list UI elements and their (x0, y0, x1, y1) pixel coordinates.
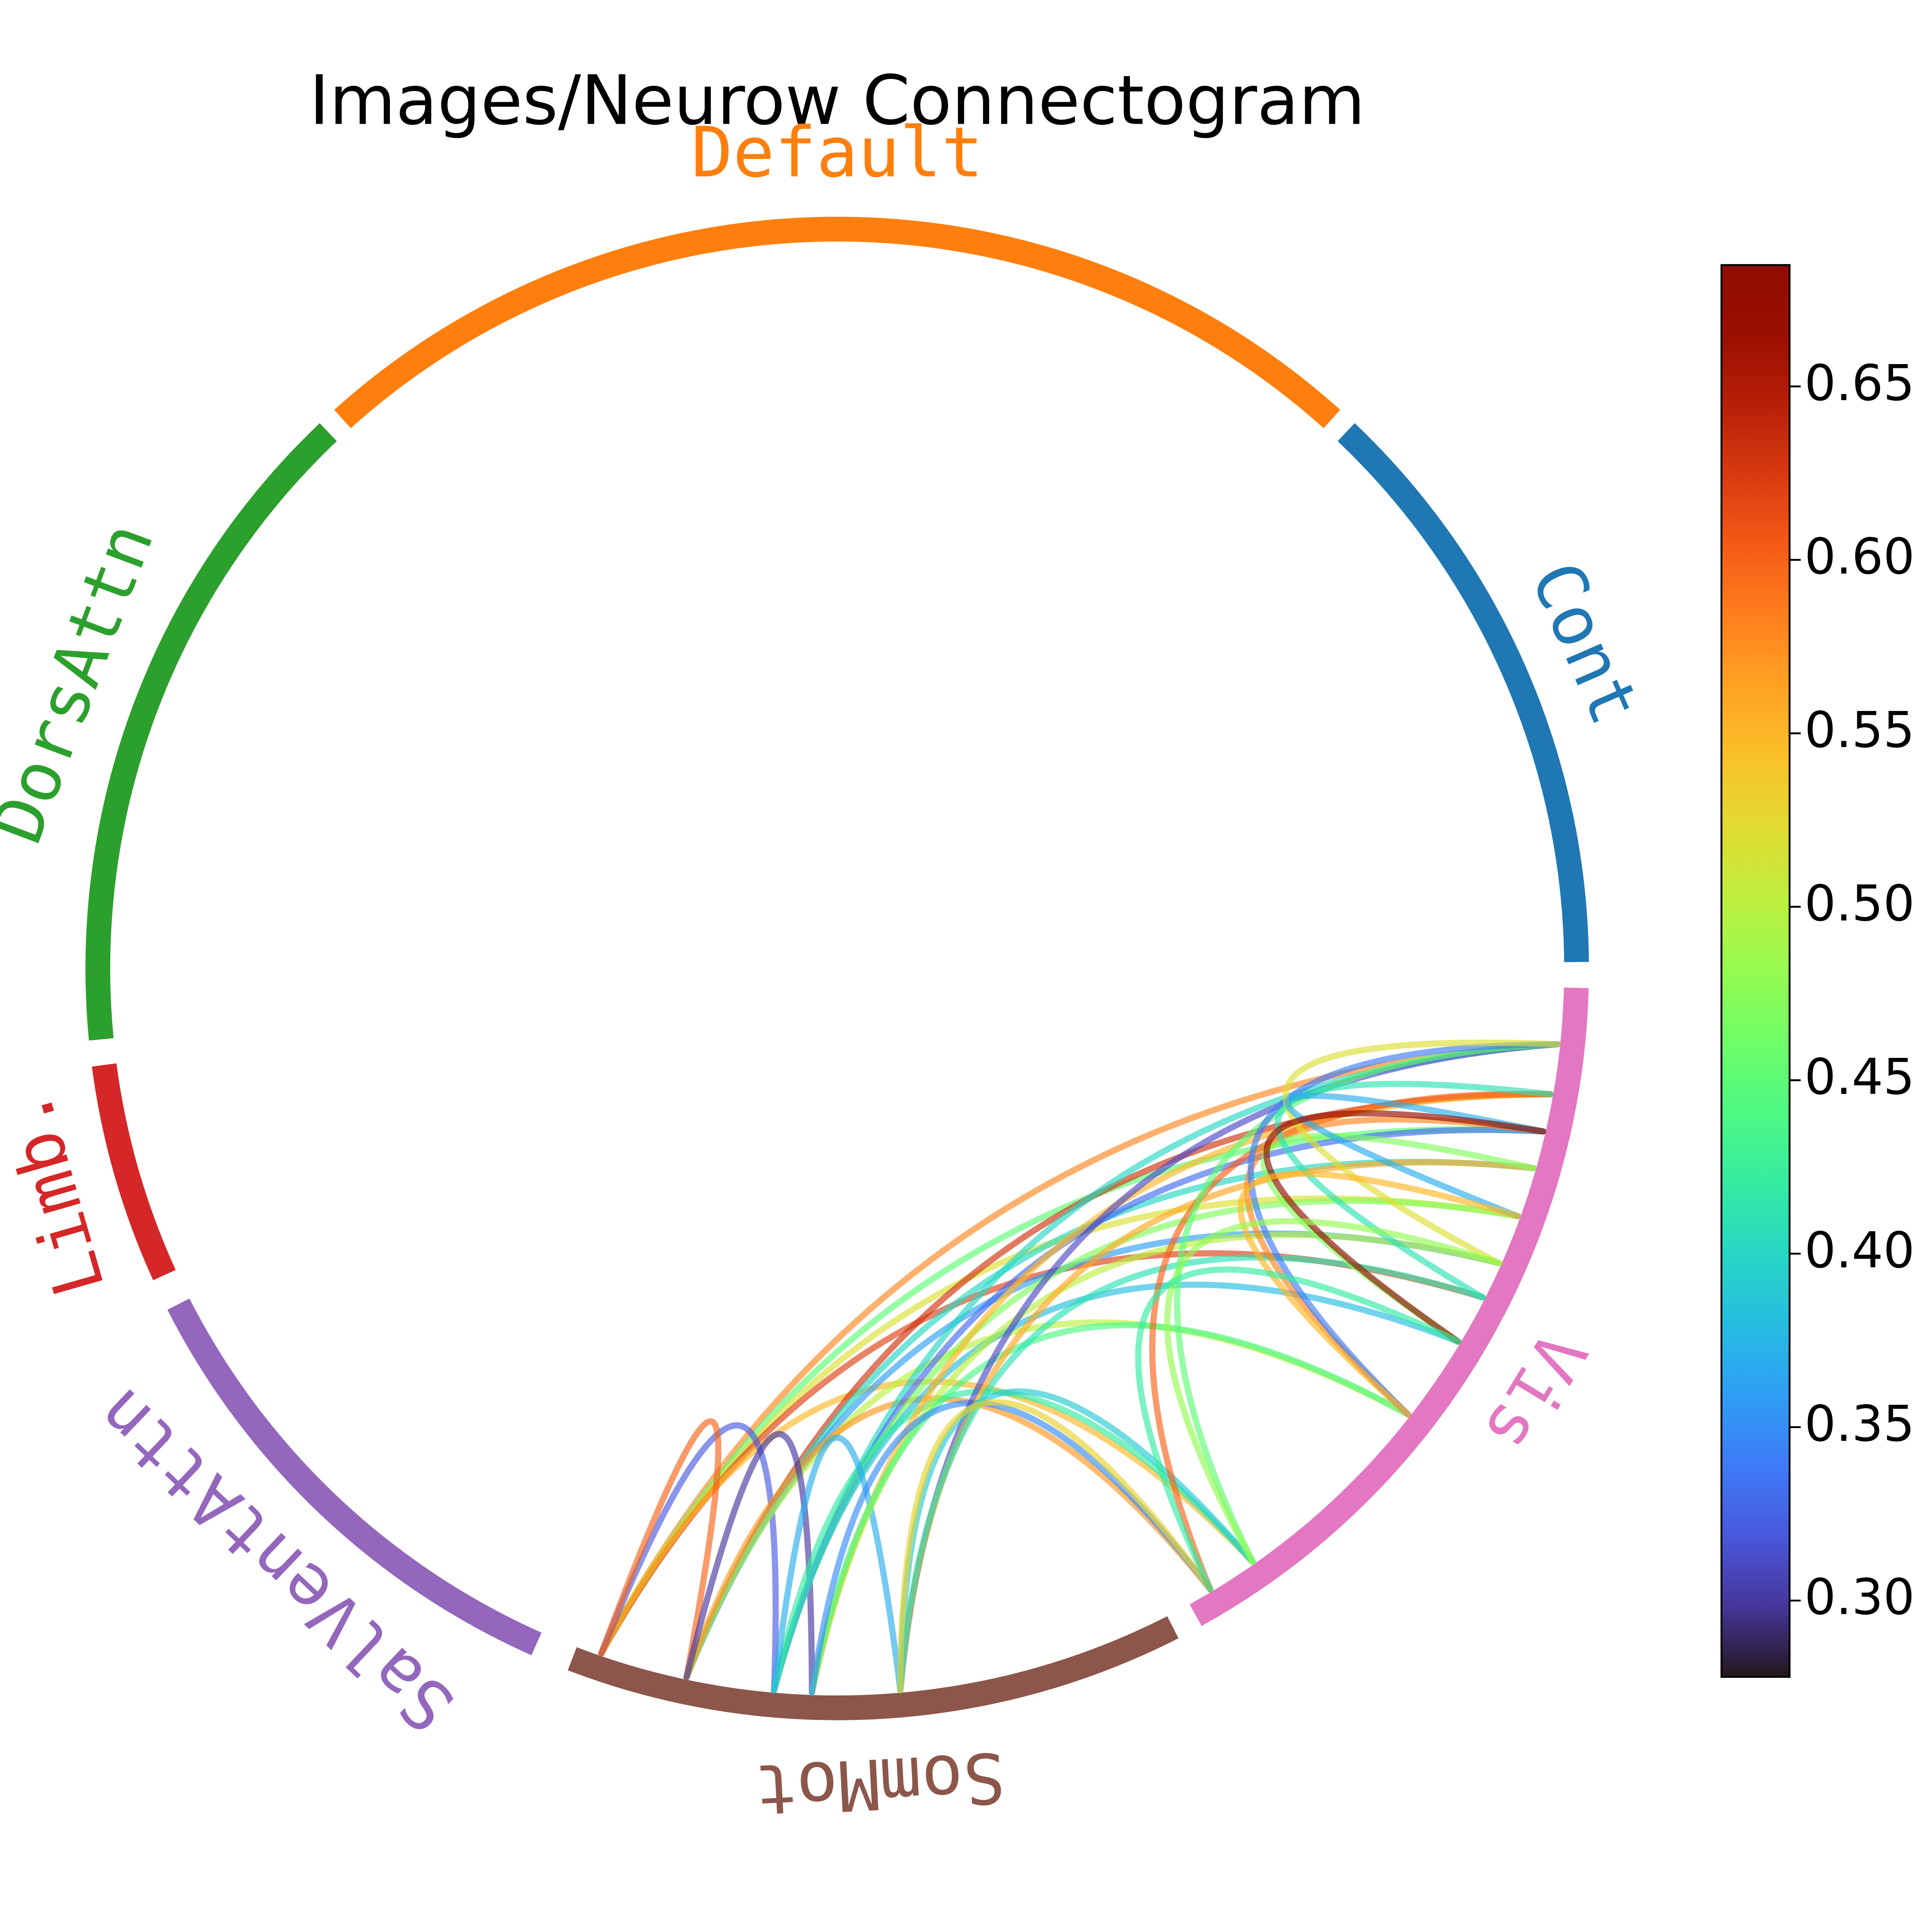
colorbar-tick-label: 0.65 (1804, 355, 1915, 412)
chord (771, 1388, 1256, 1694)
chord (1275, 1081, 1554, 1301)
chord (771, 1434, 904, 1694)
group-arc (1337, 423, 1589, 963)
chord (897, 1399, 1214, 1694)
colorbar-tick-label: 0.60 (1804, 528, 1915, 586)
group-label: SomMot (753, 1736, 1007, 1830)
colorbar-tick-label: 0.35 (1804, 1395, 1915, 1453)
chord (1135, 1266, 1461, 1593)
chord (1237, 1170, 1521, 1418)
chord (808, 1400, 1214, 1696)
chart-title: Images/Neurow Connectogram (309, 61, 1365, 140)
group-arc (85, 423, 337, 1041)
group-label: Default (691, 112, 984, 193)
group-arc (334, 216, 1340, 428)
chord (598, 1422, 779, 1694)
group-arc (92, 1063, 176, 1280)
colorbar-tick-label: 0.45 (1804, 1048, 1915, 1106)
chord (1264, 1110, 1546, 1345)
group-arc (568, 1616, 1179, 1720)
group-arc (167, 1298, 542, 1656)
chord (1174, 1041, 1561, 1565)
colorbar (1720, 264, 1791, 1678)
chord (1282, 1039, 1561, 1267)
chord (598, 1418, 722, 1680)
chord (1285, 1093, 1546, 1220)
colorbar-tick-label: 0.50 (1804, 875, 1915, 933)
colorbar-tick-label: 0.30 (1804, 1569, 1915, 1626)
chord (1164, 1218, 1502, 1565)
group-arc (1189, 987, 1589, 1626)
chord (808, 1322, 1411, 1696)
chord (897, 1254, 1486, 1694)
colorbar-tick-label: 0.40 (1804, 1222, 1915, 1279)
colorbar-tick-label: 0.55 (1804, 702, 1915, 759)
chord (1248, 1041, 1561, 1418)
